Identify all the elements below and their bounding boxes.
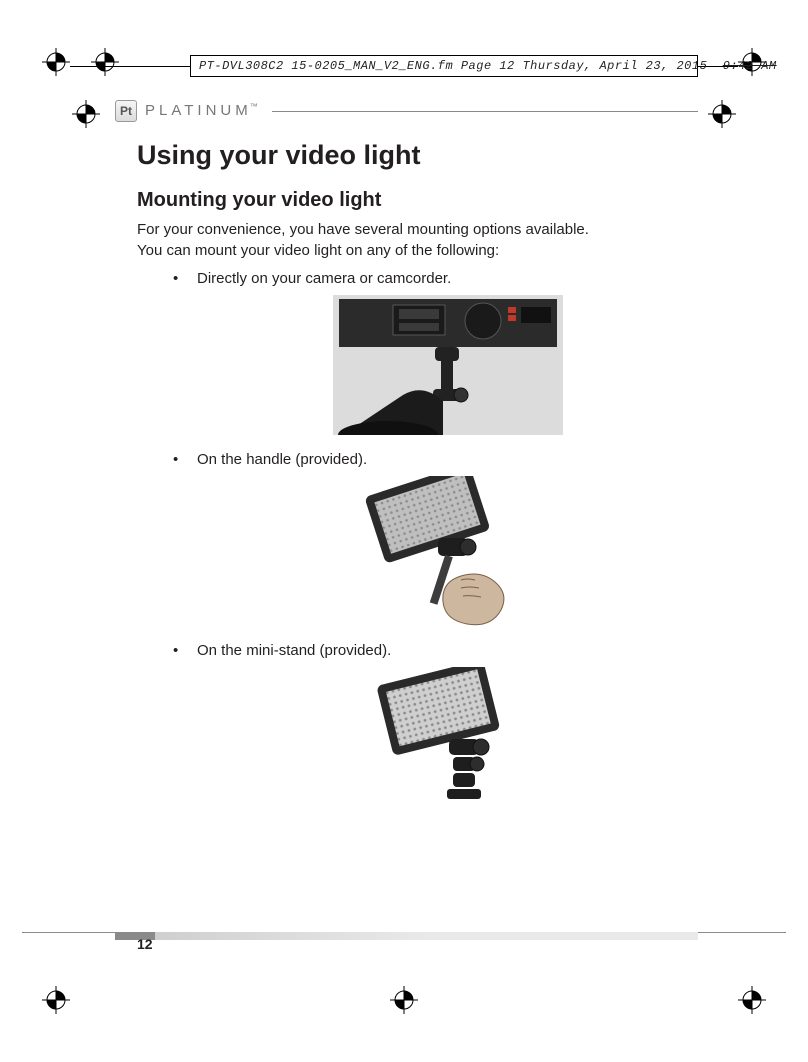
crop-mark-icon [91,48,119,76]
page-content: Pt PLATINUM™ Using your video light Moun… [115,100,698,992]
list-item: On the mini-stand (provided). [173,642,698,812]
brand-word: PLATINUM™ [145,102,258,120]
list-item: Directly on your camera or camcorder. [173,270,698,435]
header-filename-text: PT-DVL308C2 15-0205_MAN_V2_ENG.fm Page 1… [199,59,707,73]
intro-line-2: You can mount your video light on any of… [137,241,657,260]
brand-word-text: PLATINUM [145,102,252,119]
intro-line-1: For your convenience, you have several m… [137,220,657,239]
figure-camera-mount [197,295,698,435]
header-time: 9:42 AM [723,59,777,73]
header-filename: PT-DVL308C2 15-0205_MAN_V2_ENG.fm Page 1… [190,55,698,77]
crop-mark-icon [42,48,70,76]
figure-ministand-mount [197,667,698,812]
figure-handle-mount [197,476,698,626]
page-title: Using your video light [137,140,698,171]
footer-bar-light [155,932,698,940]
bullet-text: On the mini-stand (provided). [197,642,391,659]
crop-mark-icon [72,100,100,128]
bullet-text: On the handle (provided). [197,451,367,468]
crop-mark-icon [42,986,70,1014]
crop-mark-icon [738,986,766,1014]
brand-row: Pt PLATINUM™ [115,100,698,122]
bullet-text: Directly on your camera or camcorder. [197,270,451,287]
section-title: Mounting your video light [137,189,698,212]
brand-rule [272,111,698,112]
crop-mark-icon [708,100,736,128]
brand-badge-icon: Pt [115,100,137,122]
page-number: 12 [137,936,153,952]
brand-tm: ™ [250,102,258,111]
list-item: On the handle (provided). [173,451,698,626]
